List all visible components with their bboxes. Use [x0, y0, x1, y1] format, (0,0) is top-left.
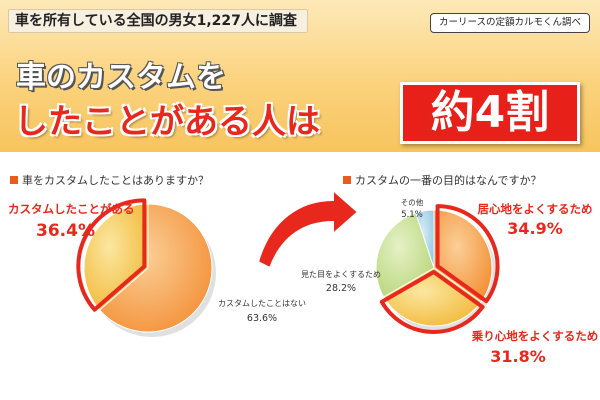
slice-label: 乗り心地をよくするため — [471, 329, 599, 343]
slice-value: 34.9% — [507, 219, 563, 238]
headline-line-2: したことがある人は — [14, 102, 320, 142]
header-banner: 車を所有している全国の男女1,227人に調査 カーリースの定額カルモくん調べ 車… — [0, 0, 600, 152]
pie-slice-highlight-1-1 — [379, 269, 485, 334]
pie-slice-0-0 — [83, 203, 149, 311]
chart-2-title: カスタムの一番の目的はなんですか？ — [343, 172, 541, 188]
pie-slice-highlight-1-0 — [435, 204, 500, 304]
pie-slice-highlight-0-0 — [76, 198, 147, 312]
highlight-badge: 約4割 — [400, 82, 580, 144]
slice-value: 63.6% — [247, 313, 277, 324]
pie-slice-1-2 — [375, 212, 435, 298]
source-label: カーリースの定額カルモくん調べ — [430, 13, 590, 33]
slice-label: カスタムしたことはない — [218, 299, 306, 308]
survey-label: 車を所有している全国の男女1,227人に調査 — [8, 9, 308, 33]
chart-1-title-text: 車をカスタムしたことはありますか？ — [22, 174, 209, 187]
slice-label: その他 — [401, 197, 424, 207]
slice-value: 5.1% — [401, 210, 423, 220]
slice-label: 居心地をよくするため — [478, 202, 593, 216]
slice-value: 36.4% — [36, 221, 95, 241]
curved-arrow-icon — [256, 187, 360, 270]
slice-label: カスタムしたことがある — [8, 202, 135, 216]
pie-slice-0-1 — [99, 203, 213, 333]
pie-slice-1-0 — [433, 209, 493, 303]
bullet-square-icon — [343, 176, 351, 184]
slice-label: 見た目をよくするため — [301, 270, 381, 279]
chart-2-title-text: カスタムの一番の目的はなんですか？ — [355, 174, 542, 187]
pie-slice-1-1 — [383, 267, 482, 327]
chart-1-title: 車をカスタムしたことはありますか？ — [10, 172, 209, 188]
headline-line-1: 車のカスタムを — [16, 60, 226, 95]
slice-value: 31.8% — [490, 347, 546, 366]
bullet-square-icon — [10, 176, 18, 184]
slice-value: 28.2% — [326, 283, 356, 294]
pie-slice-1-3 — [415, 209, 435, 269]
